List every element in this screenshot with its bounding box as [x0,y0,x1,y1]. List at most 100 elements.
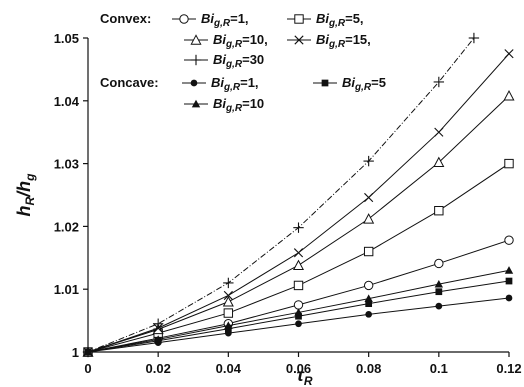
data-point [504,266,514,274]
data-point [294,308,303,316]
data-point [224,321,233,329]
y-tick-label: 1.05 [54,31,79,46]
legend-label: Big,R=5 [342,75,386,93]
marker-circle-filled [505,294,513,302]
x-axis-label-main: τ [296,365,305,385]
data-point [435,302,443,310]
data-point [364,192,374,203]
data-point [363,155,374,167]
y-tick-label: 1.01 [54,282,79,297]
legend-entry: Big,R=5 [313,75,386,93]
data-point [363,213,375,224]
marker-triangle-open [363,213,375,224]
legend-swatch-marker [179,14,189,24]
data-point [292,259,305,271]
data-point [503,90,515,101]
legend-swatch-marker [294,14,304,24]
marker-triangle-open [503,90,515,101]
data-point [223,277,234,289]
data-point [433,76,445,88]
marker-triangle-open [190,34,202,45]
data-point [293,248,304,258]
data-point [505,277,513,285]
legend-swatch-marker [190,34,202,45]
marker-square-filled [505,277,513,285]
x-tick-label: 0.02 [146,361,171,376]
marker-circle-open [504,235,514,245]
marker-square-filled [365,300,373,308]
data-point [223,308,234,318]
legend-swatch-marker [190,54,202,66]
x-tick-label: 0 [84,361,91,376]
y-tick-label: 1 [72,345,79,360]
marker-triangle-open [292,259,305,271]
y-axis-label-part: g [23,173,37,182]
data-point [363,280,374,291]
marker-triangle-open [222,295,234,307]
legend-swatch-marker [294,35,304,45]
x-tick-label: 0.1 [430,361,448,376]
marker-x-stroke [293,248,304,258]
marker-triangle-filled [504,266,514,274]
marker-x-stroke [364,192,374,203]
legend-swatch-marker [190,79,198,87]
data-point [504,158,514,169]
legend-entry: Big,R=30 [184,52,264,70]
marker-x-stroke [294,35,304,45]
y-axis-label-part: h [14,181,34,192]
marker-triangle-filled [191,99,201,108]
marker-square-open [293,280,304,291]
y-tick-label: 1.03 [54,157,79,172]
legend-swatch-marker [321,79,329,87]
marker-square-open [504,158,514,169]
data-point [434,206,444,216]
marker-circle-filled [435,302,443,310]
marker-square-filled [321,79,329,87]
data-point [295,320,302,328]
marker-circle-filled [365,310,373,318]
x-tick-label: 0.04 [216,361,242,376]
data-point [293,222,304,233]
data-point [295,312,302,320]
marker-triangle-filled [83,347,93,356]
marker-circle-open [179,14,189,24]
series-concave-7 [83,266,514,356]
marker-circle-open [363,280,374,291]
marker-x-stroke [434,127,444,137]
data-point [153,335,163,343]
data-point [223,290,233,301]
legend-label: Big,R=10 [213,96,264,114]
y-axis-label-part: h [14,206,34,217]
legend-label: Big,R=30 [213,52,264,70]
y-tick-label: 1.04 [54,94,80,109]
data-point [363,246,374,257]
data-point [365,310,373,318]
y-axis-label-part: R [23,197,37,206]
marker-triangle-filled [364,294,373,302]
legend-group-concave: Concave: [100,75,159,90]
marker-circle-filled [190,79,198,87]
axes: 0 0.02 0.04 0.06 0.08 0.1 0.12 1 1.01 1.02 1.03 1.0… [54,31,522,376]
marker-x-stroke [223,290,233,301]
data-point [222,295,234,307]
y-tick-label: 1.02 [54,219,79,234]
marker-square-open [363,246,374,257]
data-point [293,280,304,291]
data-point [434,127,444,137]
data-point [505,294,513,302]
marker-triangle-filled [224,321,233,329]
x-axis-label-sub: R [304,374,313,387]
marker-square-open [434,206,444,216]
data-point [434,258,444,269]
marker-square-open [223,308,234,318]
data-point [152,318,164,329]
marker-triangle-filled [434,279,444,288]
data-point [364,294,373,302]
marker-square-filled [295,312,302,320]
legend: Convex: Concave: Big,R=1, Big,R=5, Big,R=10,… [100,11,386,114]
marker-circle-open [434,258,444,269]
data-point [83,347,93,356]
marker-triangle-filled [294,308,303,316]
